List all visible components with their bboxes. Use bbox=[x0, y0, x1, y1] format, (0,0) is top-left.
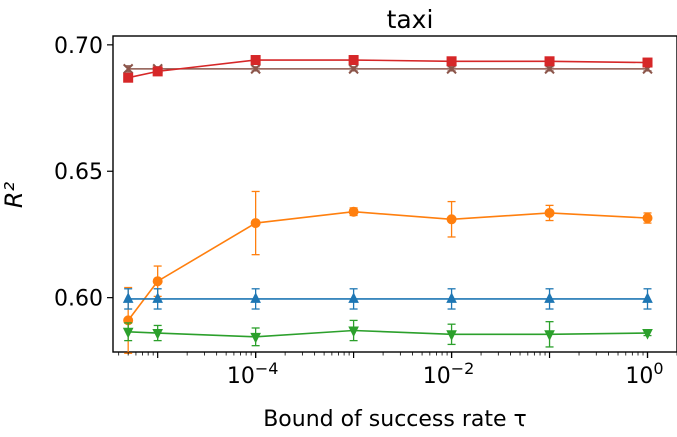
y-tick-group: 0.60 0.65 0.70 bbox=[54, 34, 113, 312]
data-point bbox=[348, 206, 359, 217]
series-layer bbox=[122, 55, 653, 354]
plot-area bbox=[112, 35, 677, 354]
data-point bbox=[348, 292, 359, 303]
x-axis-label: Bound of success rate τ bbox=[263, 407, 527, 432]
y-tick-label: 0.60 bbox=[54, 287, 103, 312]
data-point bbox=[152, 276, 163, 287]
data-point bbox=[250, 332, 261, 344]
data-point bbox=[152, 292, 163, 303]
data-point bbox=[544, 292, 555, 303]
series-3 bbox=[122, 288, 653, 310]
x-tick-label: 10−4 bbox=[227, 359, 279, 389]
data-point bbox=[446, 292, 457, 303]
x-tick-label: 100 bbox=[625, 359, 663, 389]
data-point bbox=[446, 214, 457, 225]
data-point bbox=[250, 292, 261, 303]
data-point bbox=[642, 329, 653, 340]
data-point bbox=[544, 207, 555, 218]
data-point bbox=[348, 55, 359, 66]
data-point bbox=[544, 56, 555, 67]
series-2 bbox=[123, 190, 653, 354]
data-point bbox=[348, 63, 359, 75]
data-point bbox=[642, 57, 653, 68]
data-point bbox=[544, 330, 555, 341]
data-point bbox=[250, 63, 261, 75]
data-point bbox=[642, 213, 653, 224]
data-point bbox=[348, 326, 359, 338]
series-1 bbox=[123, 55, 653, 83]
data-point bbox=[250, 218, 261, 229]
y-axis: 0.60 0.65 0.70 R² bbox=[0, 34, 113, 312]
y-axis-label: R² bbox=[0, 181, 28, 208]
data-point bbox=[122, 327, 134, 339]
data-point bbox=[152, 66, 163, 77]
data-point bbox=[642, 292, 653, 303]
series-4 bbox=[122, 319, 653, 348]
data-point bbox=[152, 329, 163, 340]
x-axis: 10−4 10−2 100 Bound of success rate τ bbox=[118, 352, 677, 432]
data-point bbox=[122, 292, 134, 303]
data-point bbox=[123, 72, 134, 83]
data-point bbox=[250, 55, 261, 66]
data-point bbox=[122, 63, 134, 75]
x-tick-group: 10−4 10−2 100 bbox=[118, 352, 677, 389]
y-tick-label: 0.70 bbox=[54, 34, 103, 59]
x-tick-label: 10−2 bbox=[423, 359, 475, 389]
plot-frame bbox=[112, 35, 677, 353]
y-tick-label: 0.65 bbox=[54, 160, 103, 185]
chart-title: taxi bbox=[387, 5, 434, 34]
data-point bbox=[446, 56, 457, 67]
data-point bbox=[446, 330, 457, 341]
